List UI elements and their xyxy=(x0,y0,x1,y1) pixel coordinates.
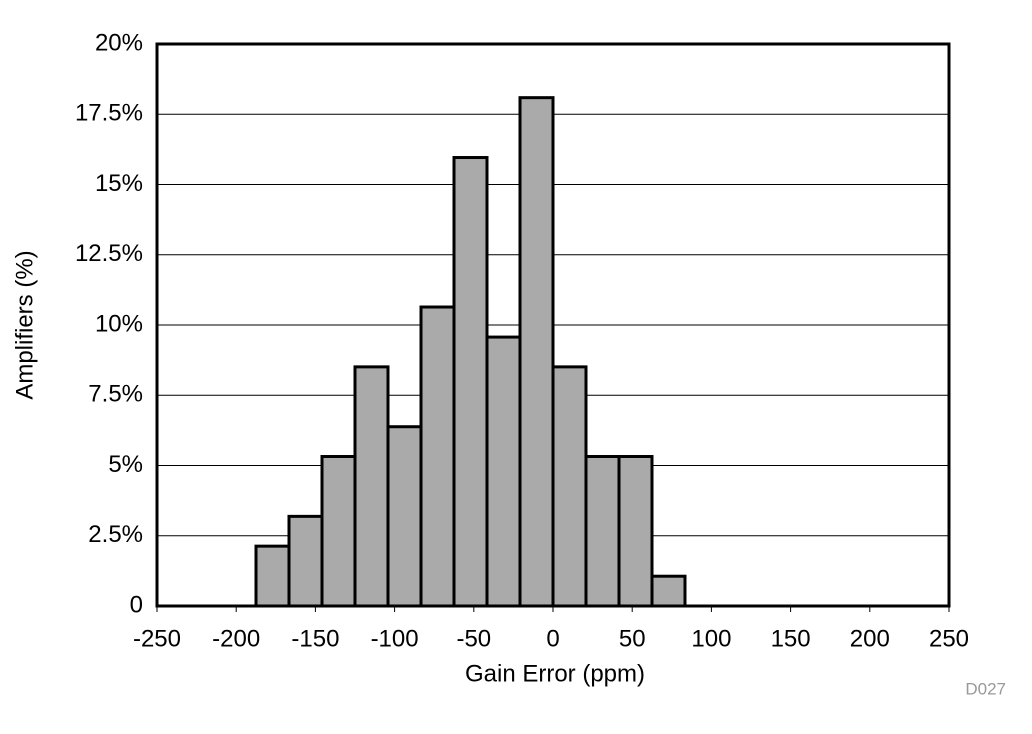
bar xyxy=(518,96,555,608)
y-tick-label: 5% xyxy=(108,451,143,478)
plot-frame xyxy=(155,42,951,608)
x-tick-label: -50 xyxy=(456,625,491,652)
bar xyxy=(551,365,588,608)
x-tick-label: 250 xyxy=(929,625,969,652)
y-tick-label: 10% xyxy=(95,310,143,337)
x-tick-label: -200 xyxy=(212,625,260,652)
bar xyxy=(584,455,621,608)
y-tick-label: 15% xyxy=(95,170,143,197)
bar xyxy=(287,514,324,608)
x-tick-label: -150 xyxy=(291,625,339,652)
y-tick-label: 20% xyxy=(95,29,143,56)
bar xyxy=(617,455,654,608)
x-tick-label: 150 xyxy=(771,625,811,652)
x-tick-label: 50 xyxy=(619,625,646,652)
bar xyxy=(650,574,687,608)
x-tick-label: 0 xyxy=(546,625,559,652)
x-tick-label: 100 xyxy=(691,625,731,652)
x-tick-label: -100 xyxy=(371,625,419,652)
x-axis-label: Gain Error (ppm) xyxy=(465,660,645,687)
bar xyxy=(320,455,357,608)
y-tick-label: 0 xyxy=(130,591,143,618)
bar xyxy=(386,425,423,608)
y-tick-label: 2.5% xyxy=(88,521,143,548)
x-tick-label: -250 xyxy=(133,625,181,652)
bar xyxy=(452,156,489,608)
x-tick-label: 200 xyxy=(850,625,890,652)
y-axis-label: Amplifiers (%) xyxy=(11,250,38,399)
y-tick-label: 17.5% xyxy=(75,100,143,127)
bar xyxy=(353,365,390,608)
annotation: D027 xyxy=(965,679,1006,698)
y-tick-label: 7.5% xyxy=(88,381,143,408)
bar xyxy=(419,305,456,608)
y-tick-label: 12.5% xyxy=(75,240,143,267)
bar xyxy=(485,335,522,608)
bar xyxy=(254,544,291,608)
